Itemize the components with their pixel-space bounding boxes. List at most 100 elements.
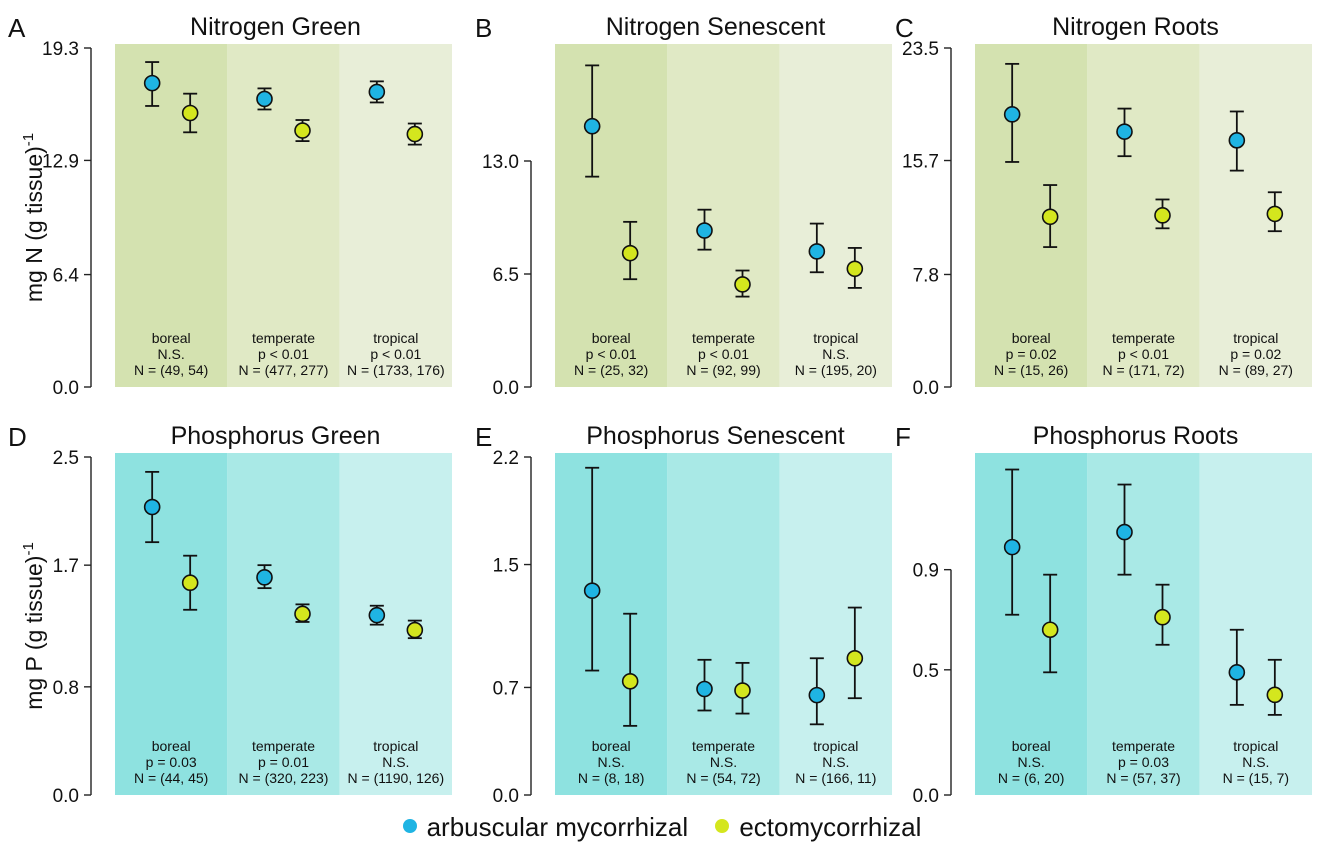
point-am-boreal — [583, 117, 601, 135]
biome-name: temperate — [692, 330, 755, 346]
point-ecm-boreal — [621, 673, 639, 690]
point-ecm-temperate — [734, 682, 751, 699]
biome-sample-size: N = (25, 32) — [574, 362, 648, 378]
biome-sample-size: N = (171, 72) — [1102, 362, 1184, 378]
point-ecm-temperate — [294, 605, 311, 623]
point-am-tropical — [808, 686, 826, 704]
biome-sample-size: N = (166, 11) — [795, 770, 876, 786]
panel-letter: D — [8, 422, 27, 452]
biome-band-tropical — [339, 44, 452, 387]
point-ecm-temperate — [1154, 207, 1171, 224]
y-tick-label: 2.5 — [53, 448, 79, 469]
y-tick-label: 0.0 — [913, 786, 939, 807]
biome-name: tropical — [813, 330, 858, 346]
y-tick-label: 0.0 — [53, 378, 79, 399]
panel-E: E Phosphorus Senescent0.00.71.52.2borealN… — [475, 422, 892, 807]
biome-stat: N.S. — [822, 754, 849, 770]
point-am-tropical — [1228, 664, 1246, 681]
biome-sample-size: N = (89, 27) — [1219, 362, 1293, 378]
biome-sample-size: N = (1190, 126) — [348, 770, 445, 786]
biome-sample-size: N = (8, 18) — [578, 770, 645, 786]
panel-title: Phosphorus Senescent — [586, 422, 845, 450]
biome-band-tropical — [339, 453, 452, 795]
y-tick-label: 0.5 — [913, 661, 939, 682]
point-am-temperate — [696, 680, 713, 698]
point-am-temperate — [1116, 523, 1133, 541]
biome-name: temperate — [252, 738, 315, 754]
biome-stat: p < 0.01 — [1118, 346, 1169, 362]
panel-title: Phosphorus Roots — [1033, 422, 1239, 450]
biome-band-tropical — [779, 453, 892, 795]
point-ecm-boreal — [1041, 621, 1059, 639]
biome-band-temperate — [667, 44, 780, 387]
biome-stat: p = 0.03 — [146, 754, 197, 770]
biome-band-temperate — [1087, 44, 1200, 387]
y-tick-label: 0.9 — [913, 561, 939, 582]
point-ecm-tropical — [846, 260, 864, 278]
point-am-temperate — [256, 90, 273, 108]
panel-A: A Nitrogen Green 0.0 6.4 12.9 19.3 mg N (g tis… — [8, 13, 452, 399]
biome-stat: N.S. — [822, 346, 849, 362]
biome-name: temperate — [692, 738, 755, 754]
point-am-temperate — [696, 222, 713, 239]
y-tick-label: 19.3 — [42, 39, 79, 60]
point-am-boreal — [143, 74, 161, 92]
y-tick-label: 1.7 — [53, 556, 79, 577]
panel-title: Nitrogen Green — [190, 13, 361, 41]
biome-sample-size: N = (15, 7) — [1223, 770, 1290, 786]
point-am-tropical — [808, 243, 826, 260]
panel-title: Phosphorus Green — [171, 422, 381, 450]
biome-band-temperate — [1087, 453, 1200, 795]
panel-letter: C — [895, 13, 914, 43]
legend: arbuscular mycorrhizal ectomycorrhizal — [0, 812, 1324, 843]
biome-name: tropical — [813, 738, 858, 754]
panel-title: Nitrogen Senescent — [606, 13, 826, 41]
biome-stat: p < 0.01 — [698, 346, 749, 362]
biome-band-tropical — [1199, 453, 1312, 795]
biome-name: boreal — [592, 738, 631, 754]
biome-stat: p < 0.01 — [370, 346, 421, 362]
biome-name: temperate — [1112, 330, 1175, 346]
y-tick-label: 15.7 — [902, 152, 939, 173]
point-am-boreal — [143, 498, 161, 516]
y-tick-label: 0.0 — [913, 378, 939, 399]
biome-band-tropical — [779, 44, 892, 387]
y-tick-label: 12.9 — [42, 151, 79, 172]
point-ecm-tropical — [1266, 205, 1284, 223]
biome-band-boreal — [555, 453, 668, 795]
point-am-boreal — [1003, 106, 1021, 123]
y-tick-label: 0.0 — [493, 786, 519, 807]
biome-sample-size: N = (92, 99) — [686, 362, 760, 378]
y-tick-label: 13.0 — [482, 152, 519, 173]
point-ecm-boreal — [181, 574, 199, 592]
point-ecm-tropical — [406, 125, 424, 143]
point-am-boreal — [583, 582, 601, 599]
panel-letter: E — [475, 422, 492, 452]
biome-name: boreal — [1012, 330, 1051, 346]
y-tick-label: 7.8 — [913, 265, 939, 286]
point-am-boreal — [1003, 538, 1021, 556]
biome-stat: p < 0.01 — [586, 346, 637, 362]
y-tick-label: 0.8 — [53, 678, 79, 699]
y-tick-label: 23.5 — [902, 39, 939, 60]
biome-band-boreal — [555, 44, 668, 387]
biome-name: tropical — [373, 330, 418, 346]
biome-sample-size: N = (44, 45) — [134, 770, 208, 786]
point-ecm-tropical — [406, 621, 424, 639]
legend-am-marker — [402, 819, 417, 833]
biome-sample-size: N = (320, 223) — [239, 770, 329, 786]
biome-stat: N.S. — [598, 754, 625, 770]
biome-name: tropical — [1233, 330, 1278, 346]
y-tick-label: 0.0 — [493, 378, 519, 399]
panel-letter: A — [8, 13, 26, 43]
y-tick-label: 1.5 — [493, 556, 519, 577]
biome-sample-size: N = (49, 54) — [134, 362, 208, 378]
biome-name: boreal — [152, 330, 191, 346]
point-ecm-temperate — [1154, 608, 1171, 626]
biome-name: tropical — [1233, 738, 1278, 754]
biome-stat: N.S. — [382, 754, 409, 770]
biome-band-temperate — [667, 453, 780, 795]
point-ecm-tropical — [846, 649, 864, 667]
